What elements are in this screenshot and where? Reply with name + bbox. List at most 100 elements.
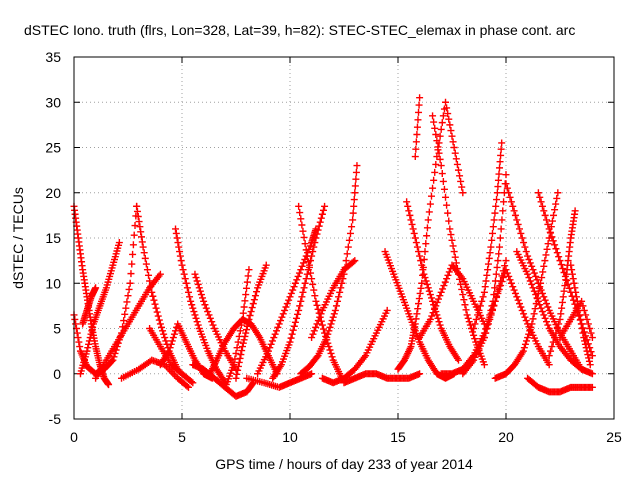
- data-point: [127, 270, 135, 278]
- data-point: [556, 315, 564, 323]
- data-point: [240, 336, 248, 344]
- data-point: [314, 226, 322, 234]
- series-14: [221, 266, 253, 391]
- data-point: [133, 202, 141, 210]
- series-3: [76, 239, 123, 378]
- data-point: [285, 296, 293, 304]
- data-point: [494, 183, 502, 191]
- data-point: [483, 271, 491, 279]
- data-point: [139, 243, 147, 251]
- data-point: [441, 278, 449, 286]
- data-point: [134, 213, 142, 221]
- data-point: [86, 334, 94, 342]
- data-point: [440, 185, 448, 193]
- data-point: [584, 320, 592, 328]
- data-point: [500, 198, 508, 206]
- data-point: [85, 337, 93, 345]
- data-point: [434, 314, 442, 322]
- data-point: [233, 344, 241, 352]
- data-point: [442, 193, 450, 201]
- data-point: [445, 217, 453, 225]
- data-point: [579, 329, 587, 337]
- data-point: [445, 115, 453, 123]
- data-point: [172, 225, 180, 233]
- data-point: [270, 334, 278, 342]
- data-point: [328, 353, 336, 361]
- series-24: [381, 248, 458, 382]
- data-point: [156, 270, 164, 278]
- data-point: [245, 266, 253, 274]
- y-tick-label: 25: [45, 140, 61, 156]
- data-point: [483, 325, 491, 332]
- series-5: [92, 270, 164, 382]
- data-point: [415, 108, 423, 116]
- data-point: [488, 236, 496, 244]
- data-point: [193, 318, 201, 326]
- data-point: [498, 278, 506, 286]
- data-point: [308, 275, 316, 283]
- data-point: [495, 285, 503, 293]
- data-point: [532, 291, 540, 299]
- data-point: [336, 288, 344, 296]
- data-point: [522, 248, 530, 256]
- data-point: [436, 132, 444, 140]
- data-point: [482, 329, 490, 337]
- data-point: [290, 322, 298, 330]
- data-point: [438, 170, 446, 178]
- data-point: [268, 337, 276, 345]
- data-point: [431, 124, 439, 132]
- series-27: [403, 198, 462, 364]
- data-point: [308, 334, 316, 342]
- data-point: [330, 310, 338, 318]
- data-point: [569, 275, 577, 283]
- data-point: [353, 162, 361, 170]
- data-point: [432, 130, 440, 138]
- data-point: [528, 280, 536, 288]
- data-point: [138, 238, 146, 246]
- data-point: [418, 261, 426, 269]
- data-point: [323, 334, 331, 342]
- data-point: [501, 262, 509, 270]
- data-point: [413, 243, 421, 251]
- data-point: [161, 334, 169, 342]
- data-point: [192, 274, 200, 282]
- data-point: [484, 320, 492, 328]
- data-point: [209, 321, 217, 329]
- data-point: [437, 162, 445, 170]
- data-point: [325, 343, 333, 351]
- data-point: [191, 270, 199, 278]
- data-point: [583, 347, 591, 355]
- data-point: [585, 357, 593, 365]
- data-point: [342, 257, 350, 265]
- data-point: [541, 314, 549, 322]
- data-point: [243, 284, 251, 292]
- data-point: [536, 193, 544, 201]
- data-point: [412, 239, 420, 247]
- data-point: [129, 250, 137, 258]
- data-point: [145, 271, 153, 279]
- data-point: [321, 329, 329, 337]
- data-point: [548, 217, 556, 225]
- data-point: [325, 327, 333, 335]
- data-point: [442, 98, 450, 106]
- data-point: [479, 293, 487, 301]
- data-point: [487, 243, 495, 251]
- data-point: [436, 155, 444, 163]
- y-tick-label: 35: [45, 49, 61, 65]
- data-point: [524, 334, 532, 342]
- data-point: [497, 145, 505, 153]
- data-point: [303, 270, 311, 278]
- data-point: [136, 223, 144, 231]
- data-point: [405, 207, 413, 215]
- data-point: [562, 276, 570, 284]
- data-point: [297, 215, 305, 223]
- data-point: [187, 378, 195, 386]
- data-point: [502, 180, 510, 188]
- data-point: [526, 277, 534, 285]
- data-point: [422, 277, 430, 285]
- data-point: [83, 347, 91, 355]
- data-point: [415, 295, 423, 303]
- data-point: [250, 296, 258, 304]
- data-point: [409, 225, 417, 233]
- series-25: [394, 98, 467, 373]
